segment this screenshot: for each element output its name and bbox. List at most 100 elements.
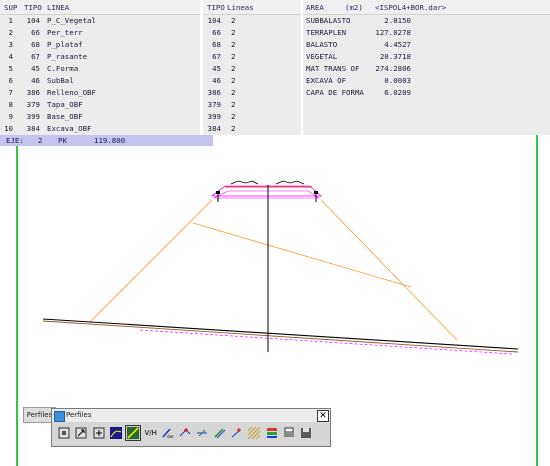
table-row[interactable]: 2 66 Per_terr (0, 27, 200, 38)
left-embankment-slope (89, 199, 213, 323)
insert-point-button[interactable] (229, 425, 245, 441)
table-row[interactable]: 379 2 (203, 99, 301, 110)
insert-vertex-button[interactable] (177, 425, 193, 441)
table-row[interactable]: 5 45 C.Forma (0, 63, 200, 74)
select-line-button[interactable] (125, 425, 142, 441)
excavation-line (139, 329, 513, 355)
sup-cell: 4 (8, 52, 13, 61)
table-row[interactable]: 66 2 (203, 27, 301, 38)
offset-button[interactable] (212, 425, 228, 441)
col-file-header: <ISPOL4+BOR.dar> (375, 3, 447, 12)
table-row[interactable]: 386 2 (203, 87, 301, 98)
tipo-cell: 66 (31, 28, 40, 37)
right-embankment-slope (320, 199, 458, 341)
table2-header: TIPO Lineas (203, 0, 301, 15)
linea-cell: P_C_Vegetal (47, 16, 96, 25)
col-lineas-header: Lineas (227, 3, 254, 12)
area-name-cell: SUBBALASTO (306, 16, 351, 25)
zoom-window-button[interactable] (56, 425, 72, 441)
tipo-cell: 104 (26, 16, 40, 25)
layers-button[interactable] (264, 425, 280, 441)
hatch-icon (248, 427, 261, 439)
save-icon (301, 428, 312, 438)
sup-cell: 6 (8, 76, 13, 85)
table-row[interactable]: 8 379 Tapa_OBF (0, 99, 200, 110)
col-units-header: (m2) (345, 3, 363, 12)
select-line-icon (127, 427, 140, 439)
area-value-cell: 274.2806 (375, 64, 411, 73)
perfiles-tab[interactable]: Perfiles (23, 407, 56, 423)
table-row: SUBBALASTO 2.8150 (303, 15, 550, 26)
table-row[interactable]: 68 2 (203, 39, 301, 50)
area-name-cell: CAPA DE FORMA (306, 88, 364, 97)
table-row[interactable]: 384 2 (203, 123, 301, 134)
table-row[interactable]: 4 67 P_rasante (0, 51, 200, 62)
areas-table-empty (303, 100, 550, 135)
table-row[interactable]: 46 2 (203, 75, 301, 86)
save-button[interactable] (298, 425, 314, 441)
table-row[interactable]: 7 386 Relleno_OBF (0, 87, 200, 98)
linea-cell: P_rasante (47, 52, 88, 61)
linea-cell: Excava_OBF (47, 124, 92, 133)
pk-label: PK (58, 136, 67, 145)
zoom-extents-button[interactable] (91, 425, 107, 441)
sup-cell: 2 (8, 28, 13, 37)
pan-button[interactable] (73, 425, 89, 441)
table-row[interactable]: 104 2 (203, 15, 301, 26)
lineas-cell: 2 (231, 16, 236, 25)
close-button[interactable]: ✕ (317, 410, 329, 422)
col-tipo2-header: TIPO (207, 3, 225, 12)
print-button[interactable] (281, 425, 297, 441)
area-value-cell: 6.0209 (384, 88, 411, 97)
table-row[interactable]: 10 384 Excava_OBF (0, 123, 200, 134)
toolbar-buttons: V/H dar (52, 424, 330, 444)
drawing-frame-right (536, 135, 538, 466)
tipo-cell: 46 (31, 76, 40, 85)
col-sup-header: SUP (4, 3, 18, 12)
table-row[interactable]: 6 46 SubBal (0, 75, 200, 86)
tipo-cell: 384 (26, 124, 40, 133)
tipo-cell: 68 (31, 40, 40, 49)
toolbar-titlebar[interactable]: Perfiles ✕ (52, 409, 330, 422)
table-row[interactable]: 1 104 P_C_Vegetal (0, 15, 200, 26)
vegetal-layer-line (42, 320, 519, 353)
table-row[interactable]: 3 68 P_plataf (0, 39, 200, 50)
sup-cell: 9 (8, 112, 13, 121)
linea-cell: Base_OBF (47, 112, 83, 121)
tipo-cell: 384 (207, 124, 221, 133)
table3-header: AREA (m2) <ISPOL4+BOR.dar> (303, 0, 550, 15)
tipo-cell: 399 (207, 112, 221, 121)
app-icon (54, 411, 65, 422)
hatch-button[interactable] (246, 425, 262, 441)
zoom-window-icon (58, 427, 70, 439)
vh-scale-button[interactable]: V/H (143, 425, 159, 441)
table-row[interactable]: 67 2 (203, 51, 301, 62)
slope-lines (89, 199, 458, 341)
dar-button[interactable]: dar (160, 425, 176, 441)
areas-table: SUBBALASTO 2.8150 TERRAPLEN 127.0278 BALASTO… (303, 15, 550, 100)
area-value-cell: 4.4527 (384, 40, 411, 49)
edit-line-button[interactable] (194, 425, 210, 441)
table-row[interactable]: 399 2 (203, 111, 301, 122)
area-name-cell: EXCAVA OF (306, 76, 347, 85)
area-name-cell: TERRAPLEN (306, 28, 347, 37)
area-value-cell: 2.8150 (384, 16, 411, 25)
area-name-cell: BALASTO (306, 40, 338, 49)
lineas-cell: 2 (231, 64, 236, 73)
draw-profile-button[interactable] (108, 425, 124, 441)
tipo-cell: 45 (31, 64, 40, 73)
table-row[interactable]: 9 399 Base_OBF (0, 111, 200, 122)
tipo-cell: 68 (212, 40, 221, 49)
col-area-header: AREA (306, 3, 324, 12)
table-row[interactable]: 45 2 (203, 63, 301, 74)
zoom-extents-icon (93, 427, 105, 439)
area-name-cell: MAT TRANS OF (306, 64, 360, 73)
lineas-cell: 2 (231, 40, 236, 49)
print-icon (283, 427, 294, 437)
terrain-line (42, 318, 519, 350)
eje-value: 2 (38, 136, 43, 145)
eje-label: EJE: (6, 136, 24, 145)
lineas-cell: 2 (231, 124, 236, 133)
area-name-cell: VEGETAL (306, 52, 338, 61)
pk-value: 119.800 (94, 136, 126, 145)
